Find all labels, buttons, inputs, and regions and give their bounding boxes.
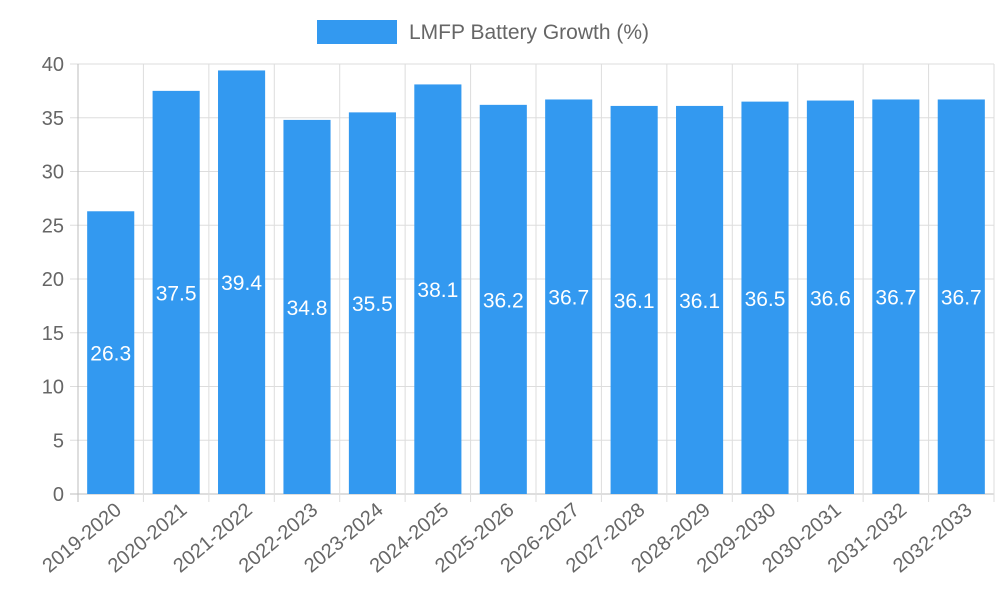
data-label: 39.4 [221, 272, 262, 295]
bar[interactable] [676, 105, 724, 495]
y-tick-label: 15 [42, 323, 64, 345]
bar[interactable] [741, 101, 789, 494]
y-tick-label: 40 [42, 54, 64, 76]
data-label: 36.6 [810, 287, 851, 310]
data-label: 37.5 [156, 282, 197, 305]
legend: LMFP Battery Growth (%) [317, 20, 649, 44]
legend-label[interactable]: LMFP Battery Growth (%) [409, 21, 649, 44]
bar[interactable] [87, 211, 135, 494]
data-label: 36.5 [745, 288, 786, 311]
bar[interactable] [610, 105, 658, 495]
bar[interactable] [283, 119, 331, 495]
data-label: 34.8 [287, 297, 328, 320]
bar[interactable] [937, 99, 985, 494]
bar[interactable] [414, 84, 462, 495]
data-label: 36.1 [614, 290, 655, 313]
y-tick-label: 25 [42, 215, 64, 237]
data-label: 36.1 [679, 290, 720, 313]
data-label: 36.2 [483, 289, 524, 312]
legend-swatch[interactable] [317, 20, 397, 44]
data-labels: 26.3 37.5 39.4 34.8 35.5 38.1 36.2 36.7 36.1 36.1… [90, 272, 981, 365]
bar[interactable] [545, 99, 593, 494]
y-tick-label: 10 [42, 377, 64, 399]
y-tick-label: 5 [53, 430, 64, 452]
y-tick-label: 35 [42, 108, 64, 130]
data-label: 35.5 [352, 293, 393, 316]
data-label: 36.7 [548, 287, 589, 310]
bar[interactable] [348, 112, 396, 494]
y-tick-label: 20 [42, 269, 64, 291]
bar[interactable] [806, 100, 854, 495]
y-tick-label: 0 [53, 484, 64, 506]
data-label: 36.7 [875, 287, 916, 310]
data-label: 26.3 [90, 343, 131, 366]
bar[interactable] [218, 70, 266, 494]
bar[interactable] [152, 90, 200, 494]
data-label: 36.7 [941, 287, 982, 310]
bars [87, 70, 985, 495]
bar[interactable] [872, 99, 920, 494]
data-label: 38.1 [417, 279, 458, 302]
y-tick-label: 30 [42, 162, 64, 184]
grid [70, 63, 995, 502]
bar[interactable] [479, 104, 527, 494]
